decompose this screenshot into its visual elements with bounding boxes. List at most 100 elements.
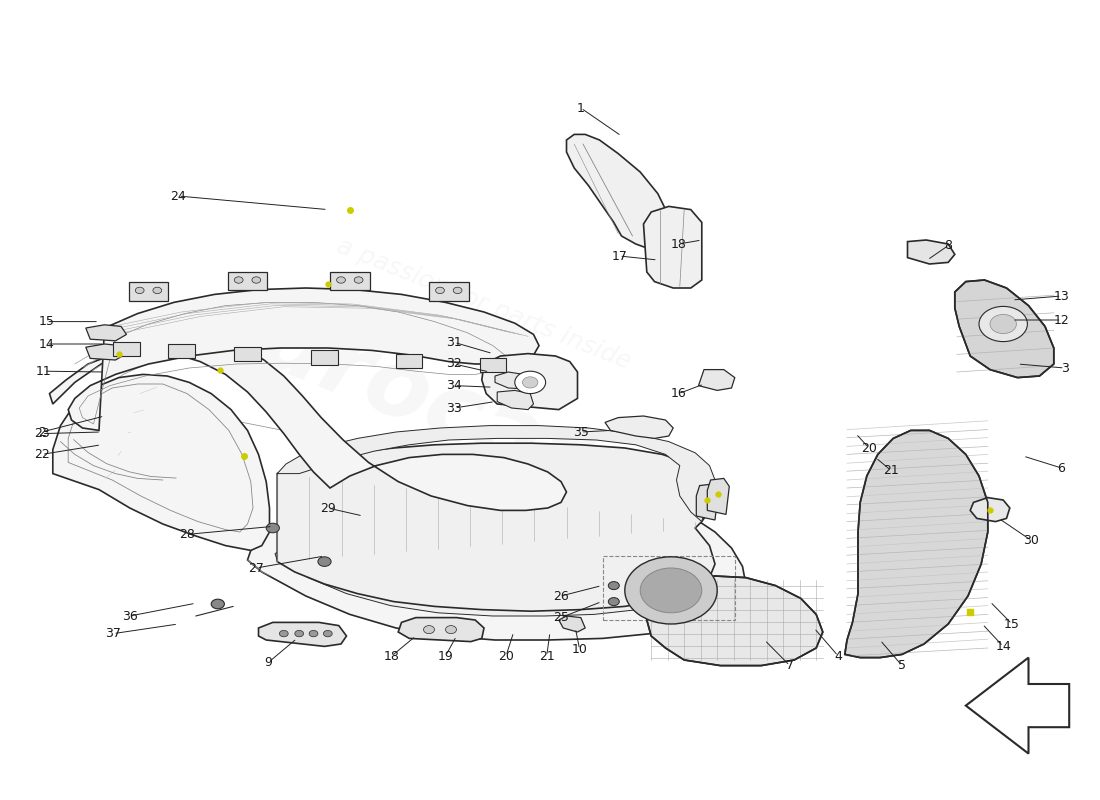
Circle shape <box>446 626 456 634</box>
Circle shape <box>640 568 702 613</box>
Polygon shape <box>168 344 195 358</box>
Polygon shape <box>955 280 1054 378</box>
Polygon shape <box>275 499 713 616</box>
Text: 3: 3 <box>1060 362 1069 374</box>
Polygon shape <box>234 347 261 362</box>
Circle shape <box>266 523 279 533</box>
Text: 27: 27 <box>249 562 264 574</box>
Text: 25: 25 <box>553 611 569 624</box>
Polygon shape <box>495 372 528 389</box>
Text: 6: 6 <box>1057 462 1066 474</box>
Text: 23: 23 <box>34 427 50 440</box>
Text: 16: 16 <box>671 387 686 400</box>
Text: 20: 20 <box>861 442 877 454</box>
Polygon shape <box>970 498 1010 522</box>
Polygon shape <box>311 350 338 365</box>
Polygon shape <box>248 482 746 640</box>
Text: 28: 28 <box>179 528 195 541</box>
Polygon shape <box>429 282 469 301</box>
Text: 24: 24 <box>170 190 186 202</box>
Text: 4: 4 <box>834 650 843 662</box>
Polygon shape <box>398 618 484 642</box>
Polygon shape <box>559 616 585 632</box>
Text: 11: 11 <box>36 365 52 378</box>
Text: 8: 8 <box>944 239 953 252</box>
Text: a passion for parts inside: a passion for parts inside <box>333 234 635 374</box>
Circle shape <box>252 277 261 283</box>
Polygon shape <box>50 339 566 510</box>
Text: 9: 9 <box>264 656 273 669</box>
Text: 2: 2 <box>37 426 46 438</box>
Text: 26: 26 <box>553 590 569 602</box>
Circle shape <box>515 371 546 394</box>
Text: 19: 19 <box>438 650 453 662</box>
Polygon shape <box>908 240 955 264</box>
Text: 30: 30 <box>1023 534 1038 546</box>
Circle shape <box>234 277 243 283</box>
Text: 21: 21 <box>883 464 899 477</box>
Text: 15: 15 <box>39 315 54 328</box>
Polygon shape <box>68 288 539 430</box>
Polygon shape <box>53 374 270 550</box>
Circle shape <box>153 287 162 294</box>
Text: 17: 17 <box>612 250 627 262</box>
Text: 12: 12 <box>1054 314 1069 326</box>
Text: 15: 15 <box>1004 618 1020 630</box>
Text: 18: 18 <box>671 238 686 250</box>
Polygon shape <box>330 272 370 290</box>
Circle shape <box>436 287 444 294</box>
Text: 14: 14 <box>39 338 54 350</box>
Polygon shape <box>497 390 534 410</box>
Circle shape <box>354 277 363 283</box>
Circle shape <box>990 314 1016 334</box>
Text: 1: 1 <box>576 102 585 114</box>
Text: 31: 31 <box>447 336 462 349</box>
Polygon shape <box>707 478 729 514</box>
Text: 7: 7 <box>785 659 794 672</box>
Text: 33: 33 <box>447 402 462 414</box>
Polygon shape <box>605 416 673 438</box>
Text: 36: 36 <box>122 610 138 622</box>
Text: 5: 5 <box>898 659 906 672</box>
Text: 18: 18 <box>384 650 399 662</box>
Circle shape <box>979 306 1027 342</box>
Polygon shape <box>86 325 126 341</box>
Polygon shape <box>277 443 717 611</box>
Circle shape <box>522 377 538 388</box>
Polygon shape <box>647 576 823 666</box>
Text: 21: 21 <box>539 650 554 662</box>
Circle shape <box>608 582 619 590</box>
Text: 14: 14 <box>996 640 1011 653</box>
Circle shape <box>608 598 619 606</box>
Text: 34: 34 <box>447 379 462 392</box>
Text: eurocars: eurocars <box>185 270 651 530</box>
Circle shape <box>323 630 332 637</box>
Text: 10: 10 <box>572 643 587 656</box>
Circle shape <box>453 287 462 294</box>
Text: 13: 13 <box>1054 290 1069 302</box>
Circle shape <box>279 630 288 637</box>
Polygon shape <box>644 206 702 288</box>
Circle shape <box>424 626 434 634</box>
Polygon shape <box>480 358 506 372</box>
Polygon shape <box>566 134 673 250</box>
Polygon shape <box>86 344 126 360</box>
Polygon shape <box>698 370 735 390</box>
Circle shape <box>337 277 345 283</box>
Text: 37: 37 <box>106 627 121 640</box>
Circle shape <box>135 287 144 294</box>
Text: 20: 20 <box>498 650 514 662</box>
Text: 22: 22 <box>34 448 50 461</box>
Text: 29: 29 <box>320 502 336 514</box>
Text: 35: 35 <box>573 426 588 438</box>
Polygon shape <box>228 272 267 290</box>
Circle shape <box>318 557 331 566</box>
Polygon shape <box>277 426 715 522</box>
Polygon shape <box>845 430 988 658</box>
Polygon shape <box>113 342 140 356</box>
Circle shape <box>625 557 717 624</box>
Circle shape <box>211 599 224 609</box>
Polygon shape <box>258 622 346 646</box>
Circle shape <box>309 630 318 637</box>
Polygon shape <box>482 354 578 410</box>
